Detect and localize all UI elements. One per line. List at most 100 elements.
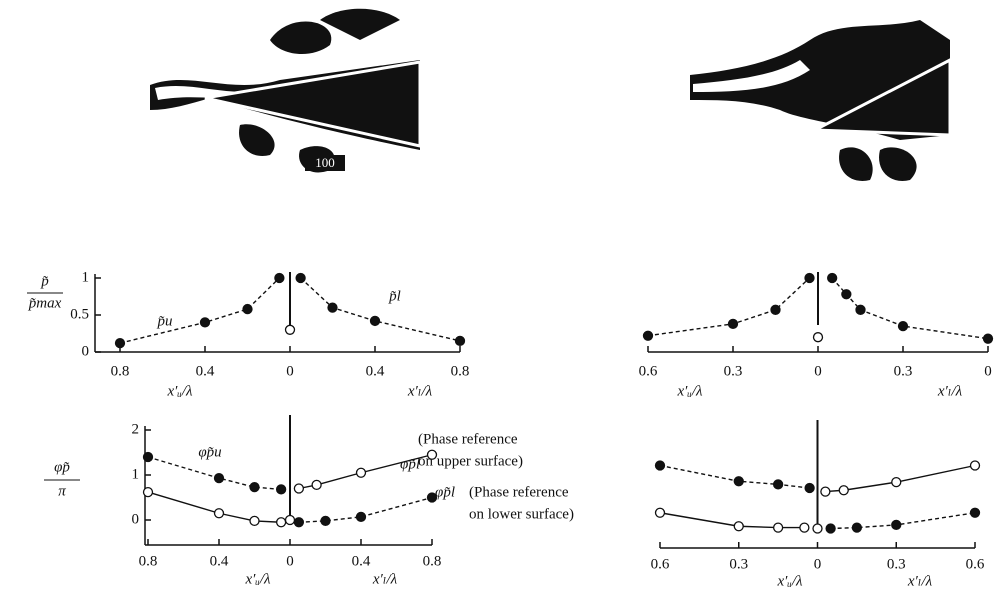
x-label: x′ₗ/λ bbox=[372, 571, 398, 587]
y-tick-label: 0 bbox=[132, 511, 140, 527]
marker bbox=[275, 484, 287, 495]
series-line bbox=[298, 496, 433, 523]
marker bbox=[284, 514, 296, 526]
x-label: x′ᵤ/λ bbox=[777, 573, 804, 589]
x-label: x′ₗ/λ bbox=[937, 383, 963, 399]
x-tick-label: 0.6 bbox=[651, 556, 670, 572]
x-tick-label: 0.8 bbox=[139, 553, 158, 569]
marker bbox=[275, 517, 287, 528]
x-tick-label: 0.3 bbox=[894, 363, 913, 379]
series-line bbox=[119, 277, 280, 344]
y-tick-label: 1 bbox=[82, 269, 90, 285]
series-line bbox=[825, 464, 976, 493]
marker bbox=[841, 289, 852, 300]
marker bbox=[293, 483, 305, 494]
marker bbox=[242, 303, 253, 315]
marker bbox=[142, 486, 154, 498]
x-label: x′ₗ/λ bbox=[407, 383, 433, 399]
marker bbox=[982, 333, 994, 344]
series-line bbox=[831, 277, 989, 340]
x-label: x′ᵤ/λ bbox=[677, 383, 704, 399]
marker bbox=[213, 472, 225, 484]
x-tick-label: 0.3 bbox=[724, 363, 743, 379]
marker bbox=[284, 324, 296, 335]
annotation: (Phase reference bbox=[418, 431, 518, 447]
marker bbox=[820, 486, 831, 497]
series-label: φp̃l bbox=[400, 456, 420, 472]
x-tick-label: 0.3 bbox=[729, 556, 748, 572]
series-line bbox=[300, 277, 461, 342]
x-tick-label: 0.4 bbox=[352, 553, 371, 569]
marker bbox=[454, 335, 466, 347]
x-tick-label: 0 bbox=[814, 556, 822, 572]
marker bbox=[799, 522, 810, 533]
photo-right bbox=[690, 20, 952, 181]
marker bbox=[772, 522, 784, 533]
series-label: φp̃l bbox=[435, 484, 455, 500]
x-tick-label: 0 bbox=[984, 363, 992, 379]
y-tick-label: 0 bbox=[82, 343, 90, 359]
marker bbox=[891, 519, 902, 531]
x-tick-label: 0 bbox=[286, 553, 294, 569]
photo-label: 100 bbox=[315, 155, 335, 170]
series-label: p̃u bbox=[157, 313, 173, 329]
series-line bbox=[647, 277, 810, 337]
marker bbox=[426, 492, 438, 503]
x-tick-label: 0.4 bbox=[210, 553, 229, 569]
marker bbox=[838, 485, 849, 496]
annotation: (Phase reference bbox=[469, 484, 569, 500]
marker bbox=[142, 451, 154, 463]
x-tick-label: 0.8 bbox=[111, 363, 130, 379]
series-label: p̃l bbox=[388, 288, 401, 304]
marker bbox=[274, 272, 285, 284]
marker bbox=[855, 304, 866, 315]
y-tick-label: 2 bbox=[132, 421, 140, 437]
marker bbox=[897, 320, 909, 332]
marker bbox=[654, 507, 666, 518]
marker bbox=[249, 481, 260, 493]
y-label-den: p̃max bbox=[28, 295, 62, 311]
marker bbox=[355, 511, 367, 522]
annotation: on upper surface) bbox=[418, 453, 523, 469]
series-line bbox=[830, 512, 976, 530]
x-tick-label: 0.4 bbox=[196, 363, 215, 379]
x-tick-label: 0.4 bbox=[366, 363, 385, 379]
series-line bbox=[659, 512, 805, 529]
marker bbox=[295, 272, 306, 284]
marker bbox=[804, 272, 815, 284]
marker bbox=[804, 482, 815, 494]
marker bbox=[327, 302, 338, 313]
marker bbox=[213, 508, 225, 519]
marker bbox=[969, 460, 981, 471]
marker bbox=[355, 467, 367, 478]
marker bbox=[825, 523, 836, 534]
marker bbox=[727, 318, 739, 330]
marker bbox=[320, 515, 331, 527]
y-label-den: π bbox=[58, 483, 66, 499]
x-label: x′ₗ/λ bbox=[907, 573, 933, 589]
marker bbox=[369, 315, 381, 327]
marker bbox=[311, 479, 322, 491]
series-line bbox=[298, 454, 433, 490]
y-label-num: p̃ bbox=[40, 273, 49, 289]
annotation: on lower surface) bbox=[469, 506, 574, 522]
x-tick-label: 0.8 bbox=[423, 553, 442, 569]
marker bbox=[812, 523, 823, 534]
marker bbox=[654, 460, 666, 471]
y-label-num: φp̃ bbox=[54, 459, 70, 475]
x-tick-label: 0 bbox=[814, 363, 822, 379]
marker bbox=[249, 515, 260, 527]
marker bbox=[733, 476, 744, 487]
x-label: x′ᵤ/λ bbox=[167, 383, 194, 399]
photo-left: 100 bbox=[150, 8, 422, 173]
x-tick-label: 0 bbox=[286, 363, 294, 379]
marker bbox=[770, 304, 781, 315]
marker bbox=[891, 476, 902, 488]
series-line bbox=[659, 464, 810, 489]
x-tick-label: 0.3 bbox=[887, 556, 906, 572]
marker bbox=[851, 522, 863, 533]
marker bbox=[293, 517, 305, 528]
marker bbox=[733, 521, 744, 532]
marker bbox=[969, 507, 981, 518]
